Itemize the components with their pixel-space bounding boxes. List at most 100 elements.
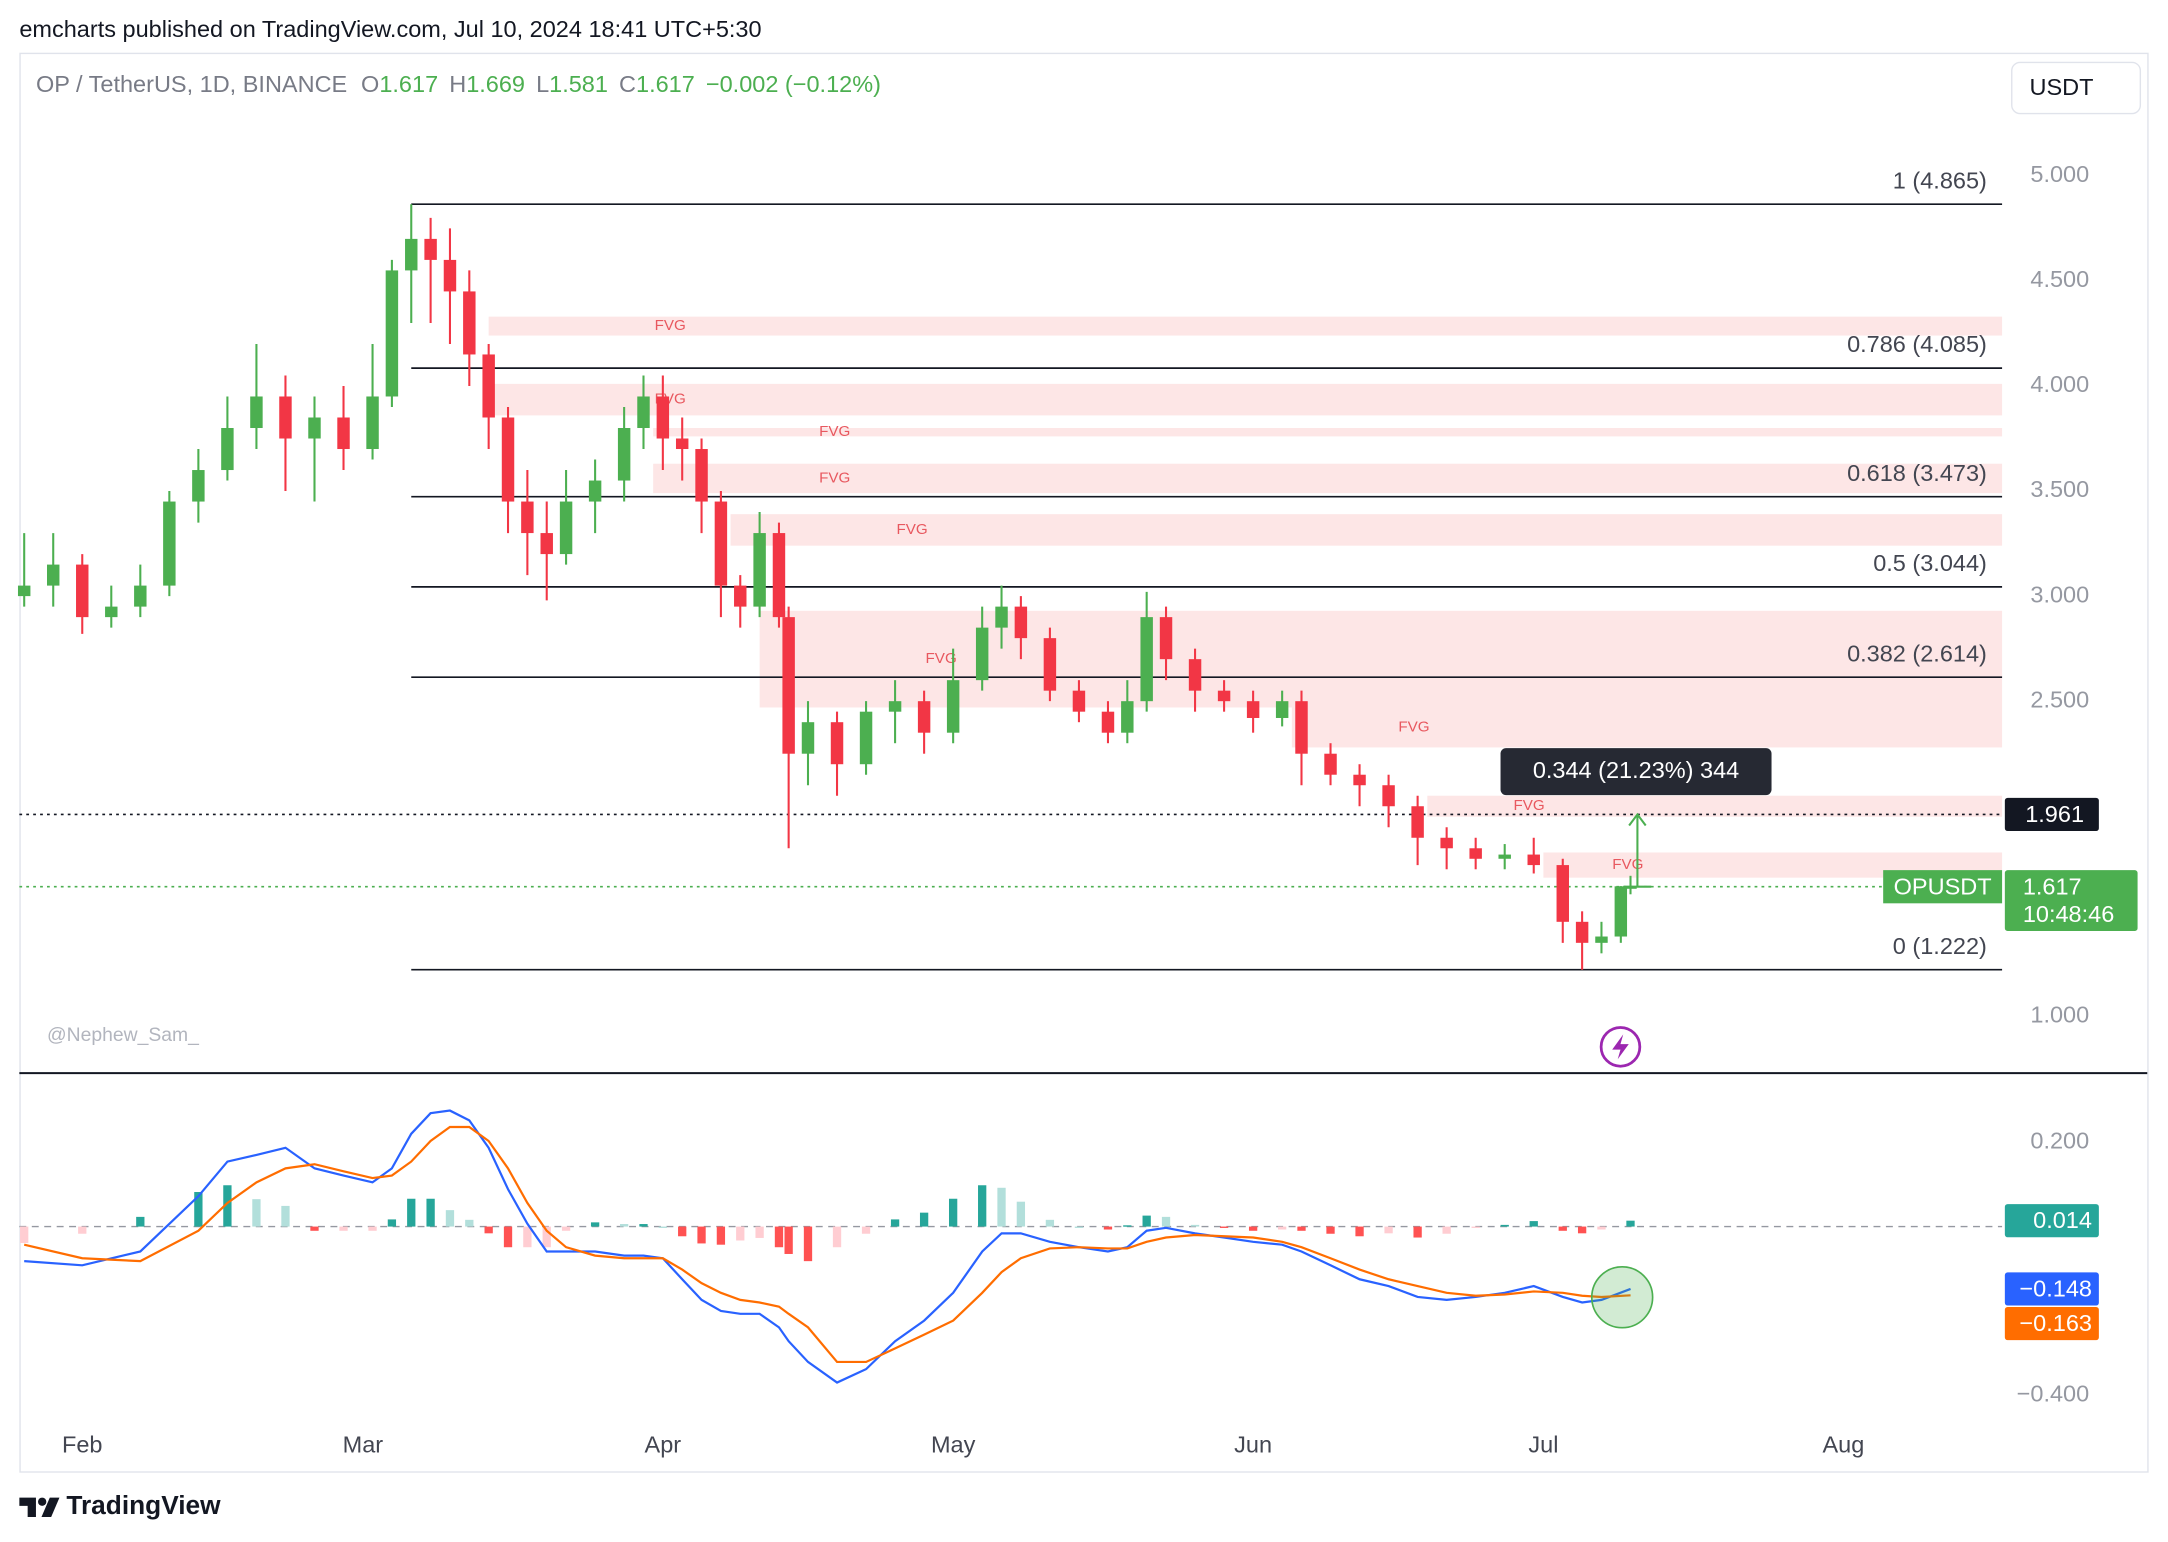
x-tick-label: Feb bbox=[62, 1432, 103, 1458]
candle-body bbox=[1140, 617, 1153, 702]
symbol-header: OP / TetherUS, 1D, BINANCE O1.617 H1.669 L1… bbox=[36, 71, 881, 97]
x-tick-label: Aug bbox=[1822, 1432, 1864, 1458]
candle-body bbox=[753, 533, 766, 607]
fvg-zone bbox=[759, 610, 2003, 708]
candle-body bbox=[134, 585, 147, 607]
symbol-tag bbox=[1883, 870, 2003, 904]
symbol-name: OP / TetherUS, 1D, BINANCE bbox=[36, 71, 347, 97]
fib-label: 0.5 (3.044) bbox=[1873, 550, 1987, 576]
histogram-bar bbox=[561, 1226, 571, 1231]
candle-body bbox=[463, 291, 476, 355]
candle-body bbox=[337, 417, 350, 450]
macd-value-label: 0.014 bbox=[2033, 1207, 2092, 1233]
candle-body bbox=[221, 428, 234, 471]
macd-pane: 0.200 −0.400 0.014 −0.148 −0.163 bbox=[19, 1109, 2099, 1406]
macd-value-label: −0.163 bbox=[2019, 1310, 2092, 1336]
x-tick-label: Apr bbox=[645, 1432, 682, 1458]
ohlc-label: H bbox=[449, 71, 466, 97]
candle-body bbox=[656, 396, 670, 439]
alert-bolt bbox=[1612, 1034, 1629, 1060]
chart-frame bbox=[19, 52, 2149, 1473]
histogram-bar bbox=[1074, 1226, 1084, 1228]
histogram-bar bbox=[1413, 1226, 1422, 1238]
histogram-bar bbox=[194, 1192, 203, 1227]
histogram-bar bbox=[1597, 1226, 1606, 1230]
publisher-line: emcharts published on TradingView.com, J… bbox=[19, 16, 761, 42]
candle-body bbox=[1295, 701, 1308, 754]
candle-body bbox=[859, 711, 873, 765]
candle-body bbox=[1324, 753, 1337, 775]
candle-body bbox=[637, 396, 650, 429]
histogram-bar bbox=[1045, 1219, 1055, 1227]
candle-body bbox=[1624, 886, 1637, 889]
levels: 1 (4.865) 0.786 (4.085) 0.618 (3.473) 0.5 (… bbox=[19, 167, 2138, 971]
candle-body bbox=[830, 722, 844, 765]
candle-body bbox=[772, 533, 786, 618]
ohlc-value: 1.617 bbox=[636, 71, 695, 97]
histogram-bar bbox=[736, 1226, 745, 1241]
y-tick-label: 1.000 bbox=[2030, 1002, 2089, 1028]
candle-body bbox=[540, 533, 553, 555]
ohlc-label: L bbox=[536, 71, 549, 97]
candle-body bbox=[734, 585, 747, 607]
fvg-label: FVG bbox=[897, 521, 928, 538]
histogram-bar bbox=[503, 1226, 513, 1248]
y-tick-label: 3.000 bbox=[2030, 581, 2089, 607]
histogram-bar bbox=[678, 1226, 687, 1237]
ohlc-value: 1.617 bbox=[379, 71, 438, 97]
histogram-bar bbox=[407, 1198, 416, 1227]
candle-body bbox=[995, 606, 1008, 628]
fvg-label: FVG bbox=[1398, 718, 1429, 735]
histogram-bar bbox=[484, 1226, 493, 1234]
histogram-bar bbox=[20, 1226, 29, 1244]
candle-body bbox=[1411, 806, 1424, 838]
fvg-zone bbox=[1291, 707, 2003, 748]
candle-body bbox=[1159, 617, 1173, 660]
x-tick-label: May bbox=[931, 1432, 976, 1458]
y-tick-label: 3.500 bbox=[2030, 476, 2089, 502]
histogram-bar bbox=[1529, 1221, 1538, 1227]
brand: TradingView bbox=[19, 1490, 221, 1520]
histogram-bar bbox=[774, 1226, 784, 1248]
currency-button[interactable] bbox=[2011, 61, 2142, 115]
histogram-bar bbox=[716, 1226, 726, 1245]
macd-value-label: −0.148 bbox=[2019, 1276, 2092, 1302]
measure-box bbox=[1500, 748, 1772, 796]
macd-tick-label: −0.400 bbox=[2017, 1380, 2090, 1406]
candle-body bbox=[1556, 865, 1569, 922]
candle-body bbox=[1188, 659, 1202, 691]
candle-body bbox=[975, 627, 989, 681]
ohlc-value: 1.581 bbox=[549, 71, 608, 97]
histogram-bar bbox=[136, 1216, 145, 1227]
histogram-bar bbox=[281, 1205, 290, 1227]
histogram-bar bbox=[1500, 1224, 1509, 1227]
change-value: −0.002 (−0.12%) bbox=[706, 71, 881, 97]
candle-body bbox=[424, 238, 437, 260]
histogram-bar bbox=[1123, 1225, 1132, 1227]
histogram-bar bbox=[542, 1226, 551, 1248]
last-price-tag bbox=[2004, 870, 2138, 931]
histogram-bar bbox=[1103, 1226, 1113, 1230]
candle-body bbox=[163, 501, 176, 586]
macd-line bbox=[23, 1125, 1631, 1364]
candle-body bbox=[1595, 936, 1608, 943]
candle-body bbox=[1121, 701, 1134, 733]
candle-body bbox=[521, 501, 534, 534]
alert-icon[interactable] bbox=[1599, 1026, 1642, 1068]
histogram-bar bbox=[803, 1226, 813, 1262]
histogram-bar bbox=[1297, 1226, 1306, 1231]
countdown-label: 10:48:46 bbox=[2023, 901, 2114, 927]
histogram-bar bbox=[997, 1187, 1006, 1227]
histogram-bar bbox=[919, 1212, 929, 1227]
target-tag-label: 1.961 bbox=[2025, 801, 2084, 827]
histogram-bar bbox=[1016, 1201, 1026, 1227]
candle-body bbox=[559, 501, 573, 555]
candle-body bbox=[279, 396, 292, 439]
candle-body bbox=[695, 449, 708, 502]
candle-body bbox=[1498, 854, 1511, 859]
candle-body bbox=[1614, 886, 1628, 937]
brand-logo-bar bbox=[19, 1497, 36, 1517]
